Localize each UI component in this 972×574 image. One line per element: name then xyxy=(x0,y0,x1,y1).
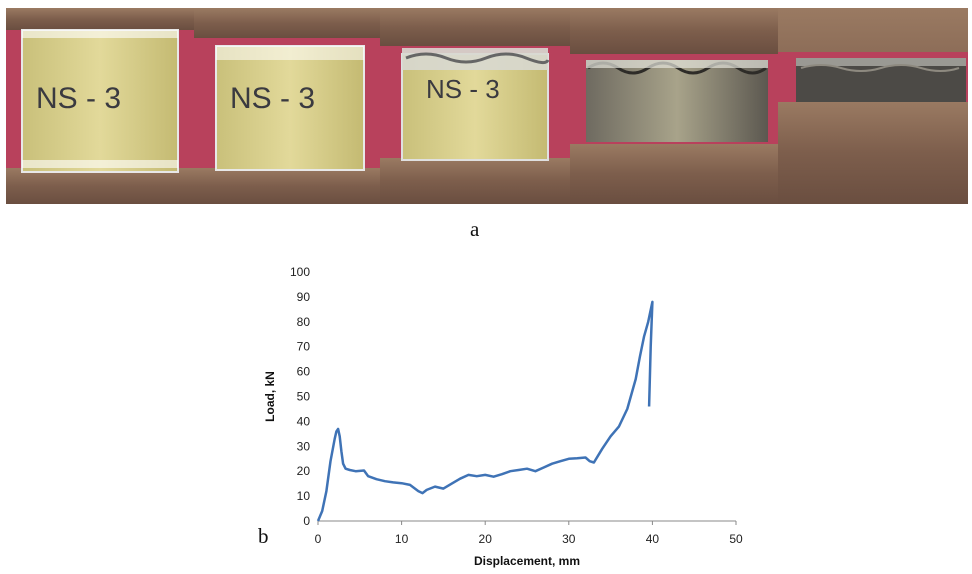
y-tick-label: 10 xyxy=(297,489,311,503)
y-tick-label: 0 xyxy=(303,514,310,528)
panel-3-marking: NS - 3 xyxy=(426,74,500,104)
photo-panel-5 xyxy=(778,8,968,204)
y-tick-label: 60 xyxy=(297,365,311,379)
figure-label-a: a xyxy=(470,217,480,241)
x-tick-label: 0 xyxy=(315,532,322,546)
series-layer xyxy=(316,300,654,522)
y-tick-label: 90 xyxy=(297,290,311,304)
y-tick-label: 80 xyxy=(297,315,311,329)
y-tick-label: 70 xyxy=(297,340,311,354)
y-tick-label: 30 xyxy=(297,439,311,453)
photo-panel-3: NS - 3 xyxy=(380,8,570,204)
y-tick-label: 40 xyxy=(297,414,311,428)
x-axis-title: Displacement, mm xyxy=(474,554,580,568)
specimen-photos: NS - 3 NS - 3 NS - 3 xyxy=(6,8,968,204)
y-tick-label: 20 xyxy=(297,464,311,478)
x-tick-label: 40 xyxy=(646,532,660,546)
y-tick-labels: 0 10 20 30 40 50 60 70 80 90 100 xyxy=(290,265,310,528)
panel-2-marking: NS - 3 xyxy=(230,82,315,115)
y-tick-label: 50 xyxy=(297,390,311,404)
x-tick-labels: 0 10 20 30 40 50 xyxy=(315,521,743,546)
panel-1-marking: NS - 3 xyxy=(36,82,121,115)
y-tick-label: 100 xyxy=(290,265,310,279)
photo-panel-2: NS - 3 xyxy=(194,8,380,204)
figure-label-b: b xyxy=(258,524,269,548)
photo-panel-1: NS - 3 xyxy=(6,8,194,204)
specimen-photo-strip: NS - 3 NS - 3 NS - 3 xyxy=(6,8,968,204)
x-tick-label: 20 xyxy=(479,532,493,546)
x-tick-label: 50 xyxy=(729,532,743,546)
x-tick-label: 30 xyxy=(562,532,576,546)
photo-panel-4 xyxy=(570,8,778,204)
y-axis-title: Load, kN xyxy=(263,371,277,422)
x-tick-label: 10 xyxy=(395,532,409,546)
series-line xyxy=(316,300,654,522)
